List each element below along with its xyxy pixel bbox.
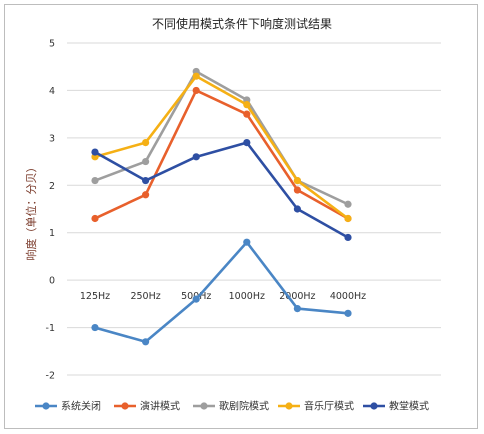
y-tick-label: 5: [49, 39, 55, 50]
y-tick-label: -2: [46, 371, 55, 382]
data-point: [142, 176, 150, 185]
legend-item: 演讲模式: [114, 400, 180, 413]
y-tick-label: 0: [49, 276, 55, 287]
data-point: [243, 101, 251, 109]
data-point: [91, 148, 99, 156]
legend: 系统关闭 演讲模式 歌剧院模式 音乐厅模式 教堂模式: [35, 400, 429, 413]
y-tick-label: 1: [49, 228, 55, 239]
series-1: [91, 238, 352, 346]
chart-frame: 不同使用模式条件下响度测试结果 响度（单位：分贝） -2 -1 0 1 2 3 4 5 125…: [4, 4, 478, 429]
x-tick-label: 125Hz: [80, 291, 110, 302]
data-point: [91, 214, 99, 223]
data-point: [142, 338, 150, 346]
legend-item: 音乐厅模式: [278, 400, 354, 413]
legend-swatch-marker: [121, 402, 129, 410]
legend-label: 教堂模式: [389, 400, 429, 413]
chart-title: 不同使用模式条件下响度测试结果: [152, 16, 332, 31]
x-tick-label: 1000Hz: [229, 291, 265, 302]
series-line: [94, 70, 349, 206]
series-line: [94, 74, 349, 220]
x-tick-label: 4000Hz: [330, 291, 366, 302]
legend-item: 系统关闭: [35, 400, 101, 413]
x-tick-label: 2000Hz: [279, 291, 315, 302]
legend-label: 演讲模式: [140, 400, 180, 413]
data-point: [293, 186, 301, 194]
series-2: [91, 86, 352, 223]
data-point: [192, 86, 200, 95]
y-tick-label: 3: [49, 133, 55, 144]
series-line: [94, 141, 349, 239]
data-point: [243, 139, 251, 147]
legend-swatch-marker: [285, 402, 293, 410]
data-point: [142, 139, 150, 147]
data-point: [344, 200, 352, 208]
legend-label: 系统关闭: [61, 400, 101, 413]
legend-item: 歌剧院模式: [193, 400, 269, 413]
y-tick-label: 2: [49, 181, 55, 192]
legend-swatch-marker: [42, 402, 50, 410]
y-tick-label: 4: [49, 86, 55, 97]
data-point: [344, 214, 352, 223]
legend-swatch-marker: [370, 402, 378, 410]
line-chart: 不同使用模式条件下响度测试结果 响度（单位：分贝） -2 -1 0 1 2 3 4 5 125…: [24, 16, 441, 413]
data-point: [192, 295, 200, 303]
y-tick-labels: -2 -1 0 1 2 3 4 5: [46, 39, 55, 382]
data-point: [293, 305, 301, 313]
legend-label: 音乐厅模式: [304, 400, 354, 413]
data-point: [344, 233, 352, 242]
data-point: [91, 176, 99, 185]
data-point: [243, 238, 251, 246]
y-tick-label: -1: [46, 323, 55, 334]
data-point: [192, 153, 200, 161]
series-4: [91, 72, 352, 223]
series-5: [91, 139, 352, 242]
data-point: [91, 323, 99, 332]
y-axis-label: 响度（单位：分贝）: [24, 162, 38, 261]
legend-swatch-marker: [200, 402, 208, 410]
data-point: [243, 110, 251, 118]
data-point: [344, 309, 352, 317]
legend-label: 歌剧院模式: [219, 400, 269, 413]
data-point: [293, 205, 301, 213]
data-point: [192, 72, 200, 80]
grid-lines: [67, 42, 441, 376]
x-tick-label: 250Hz: [130, 291, 160, 302]
data-point: [293, 176, 301, 185]
series-line: [94, 240, 349, 344]
x-tick-labels: 125Hz250Hz500Hz1000Hz2000Hz4000Hz: [80, 291, 366, 302]
series-line: [94, 89, 349, 220]
data-point: [142, 191, 150, 199]
data-point: [142, 157, 150, 166]
series-lines: [91, 67, 352, 346]
legend-item: 教堂模式: [363, 400, 429, 413]
